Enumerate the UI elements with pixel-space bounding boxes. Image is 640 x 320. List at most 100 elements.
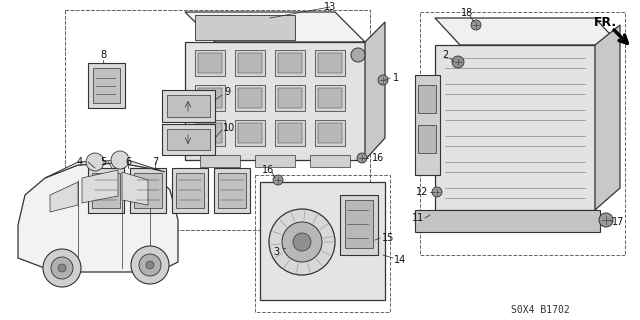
Circle shape [357, 153, 367, 163]
Bar [195, 50, 225, 76]
Bar [238, 53, 262, 73]
Bar [255, 155, 295, 167]
Text: 6: 6 [125, 157, 131, 167]
Text: 18: 18 [461, 8, 473, 18]
Bar [235, 50, 265, 76]
Polygon shape [45, 160, 165, 178]
Bar [235, 120, 265, 146]
Text: 16: 16 [372, 153, 384, 163]
Text: 4: 4 [77, 157, 83, 167]
Polygon shape [162, 90, 215, 122]
Polygon shape [82, 170, 118, 203]
Circle shape [131, 246, 169, 284]
Bar [418, 85, 436, 113]
Text: 17: 17 [612, 217, 624, 227]
Bar [315, 85, 345, 111]
Circle shape [43, 249, 81, 287]
Text: 15: 15 [382, 233, 394, 243]
Bar [92, 173, 120, 208]
Text: 1: 1 [393, 73, 399, 83]
Bar [318, 53, 342, 73]
Bar [340, 195, 378, 255]
Bar [93, 68, 120, 103]
Circle shape [351, 48, 365, 62]
Polygon shape [88, 63, 125, 108]
Circle shape [51, 257, 73, 279]
Text: FR.: FR. [593, 15, 616, 28]
Bar [318, 123, 342, 143]
Bar [275, 50, 305, 76]
Polygon shape [415, 75, 440, 175]
Text: 7: 7 [152, 157, 158, 167]
Bar [176, 173, 204, 208]
Bar [198, 88, 222, 108]
Polygon shape [162, 124, 215, 155]
Bar [238, 88, 262, 108]
Bar [278, 88, 302, 108]
Text: 2: 2 [442, 50, 448, 60]
Bar [278, 123, 302, 143]
Text: 3: 3 [273, 247, 279, 257]
Circle shape [139, 254, 161, 276]
Circle shape [282, 222, 322, 262]
Circle shape [86, 153, 104, 171]
Circle shape [273, 175, 283, 185]
Bar [318, 88, 342, 108]
Bar [345, 200, 373, 248]
Polygon shape [595, 25, 620, 210]
Circle shape [293, 233, 311, 251]
Circle shape [146, 261, 154, 269]
Bar [315, 120, 345, 146]
Text: 12: 12 [416, 187, 428, 197]
Circle shape [452, 56, 464, 68]
Bar [310, 155, 350, 167]
Bar [278, 53, 302, 73]
Circle shape [111, 151, 129, 169]
Text: 14: 14 [394, 255, 406, 265]
Text: 13: 13 [324, 2, 336, 12]
Text: 9: 9 [224, 87, 230, 97]
Bar [275, 85, 305, 111]
Polygon shape [435, 18, 620, 45]
Bar [260, 182, 385, 300]
Circle shape [58, 264, 66, 272]
Polygon shape [185, 12, 365, 42]
Polygon shape [50, 182, 78, 212]
Text: 16: 16 [262, 165, 274, 175]
Bar [200, 155, 240, 167]
Polygon shape [88, 168, 124, 213]
Bar [167, 95, 210, 117]
Bar [418, 125, 436, 153]
Polygon shape [185, 42, 365, 160]
Bar [134, 173, 162, 208]
Polygon shape [365, 22, 385, 160]
Bar [198, 123, 222, 143]
Polygon shape [214, 168, 250, 213]
Polygon shape [435, 45, 595, 210]
Polygon shape [18, 163, 178, 272]
Circle shape [432, 187, 442, 197]
Bar [195, 15, 295, 40]
Text: 10: 10 [223, 123, 235, 133]
Bar [315, 50, 345, 76]
Polygon shape [122, 172, 148, 205]
Text: S0X4 B1702: S0X4 B1702 [511, 305, 570, 315]
Circle shape [378, 75, 388, 85]
Bar [238, 123, 262, 143]
Text: 11: 11 [412, 213, 424, 223]
Polygon shape [172, 168, 208, 213]
Bar [195, 85, 225, 111]
Circle shape [269, 209, 335, 275]
Circle shape [599, 213, 613, 227]
Bar [275, 120, 305, 146]
Bar [198, 53, 222, 73]
Bar [167, 129, 210, 150]
Bar [415, 210, 600, 232]
Bar [218, 173, 246, 208]
Text: 8: 8 [100, 50, 106, 60]
Circle shape [471, 20, 481, 30]
Bar [195, 120, 225, 146]
Text: 5: 5 [100, 157, 106, 167]
Bar [235, 85, 265, 111]
Polygon shape [130, 168, 166, 213]
